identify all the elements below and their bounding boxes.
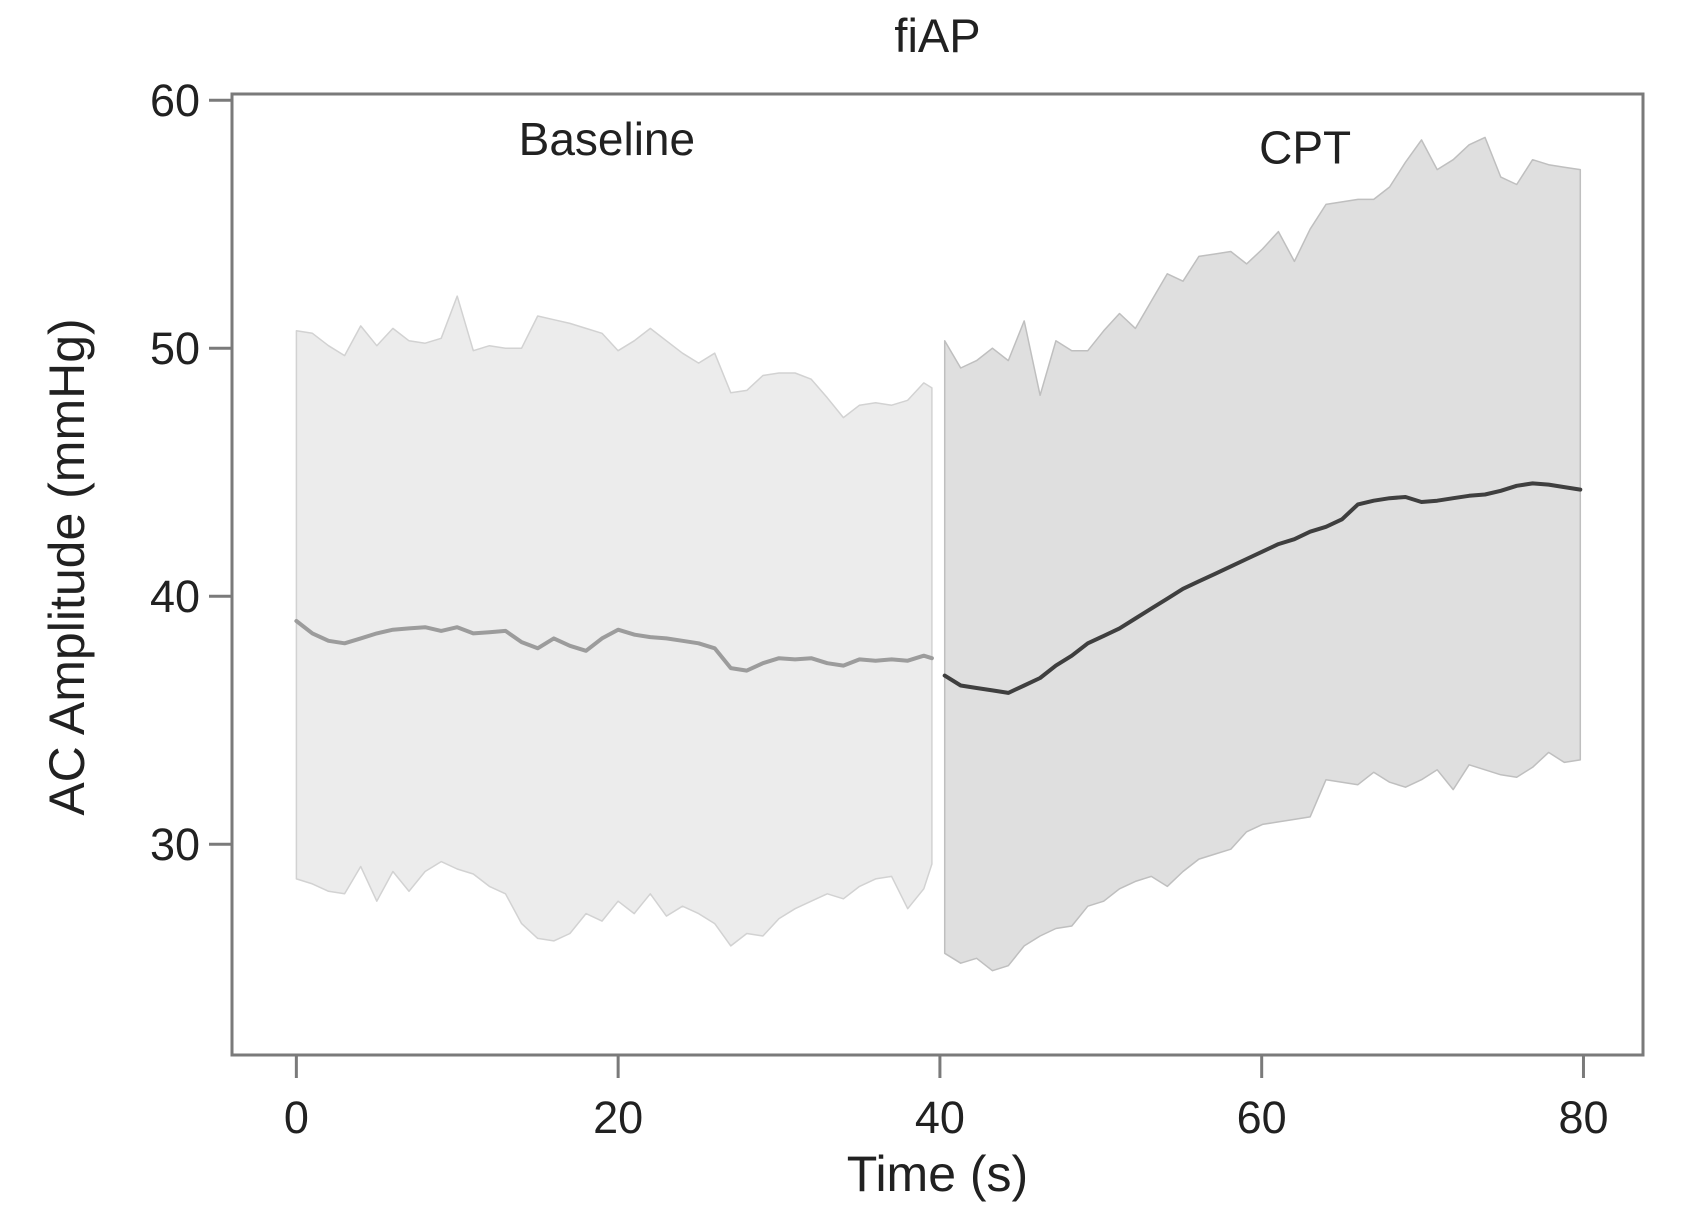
x-tick-label: 80 [1558,1092,1608,1143]
baseline-mean-line [294,619,934,673]
cpt-band [943,136,1582,972]
y-tick-label: 60 [150,75,200,126]
y-tick-label: 30 [150,819,200,870]
annotation-baseline: Baseline [519,113,695,165]
chart-title: fiAP [894,9,981,62]
y-tick-label: 40 [150,571,200,622]
y-tick-label: 50 [150,323,200,374]
x-tick-label: 60 [1237,1092,1287,1143]
annotation-cpt: CPT [1259,121,1351,173]
plot-border [230,92,1645,1057]
x-tick-label: 40 [915,1092,965,1143]
x-tick-label: 20 [593,1092,643,1143]
baseline-band [295,295,933,947]
x-axis-label: Time (s) [846,1146,1029,1202]
y-axis-label: AC Amplitude (mmHg) [39,318,95,816]
cpt-mean-line [942,481,1583,695]
x-tick-label: 0 [284,1092,309,1143]
